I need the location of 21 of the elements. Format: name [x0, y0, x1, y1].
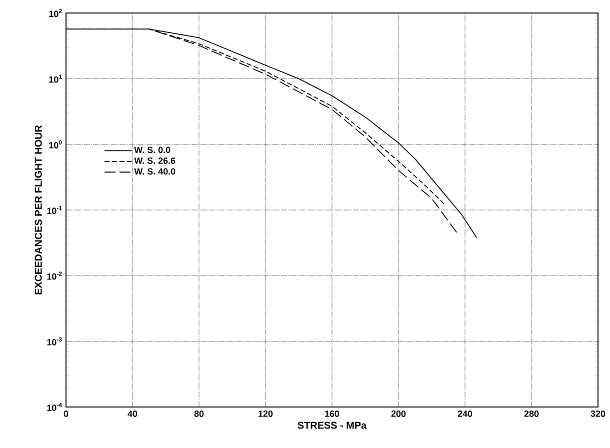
- y-tick-label: 10$^{1}$: [49, 74, 62, 83]
- x-tick-label: 80: [194, 410, 204, 417]
- x-tick-label: 0: [64, 410, 68, 417]
- y-tick-label: 10$^{-2}$: [47, 272, 62, 280]
- legend-label: W. S. 0.0: [134, 146, 170, 154]
- y-tick-label: 10$^{-3}$: [47, 337, 62, 346]
- x-tick-label: 40: [128, 410, 138, 417]
- y-axis-title: EXCEEDANCES PER FLIGHT HOUR: [34, 125, 42, 294]
- x-tick-label: 240: [458, 410, 472, 417]
- x-tick-label: 320: [590, 410, 606, 417]
- legend-label: W. S. 26.6: [134, 158, 176, 164]
- x-tick-label: 160: [325, 410, 340, 417]
- x-tick-label: 120: [258, 410, 273, 417]
- legend-label: W. S. 40.0: [134, 168, 176, 175]
- y-tick-label: 10$^{0}$: [49, 140, 62, 148]
- y-tick-label: 10$^{2}$: [49, 8, 62, 18]
- y-tick-label: 10$^{-1}$: [47, 206, 62, 214]
- x-axis-title: STRESS - MPa: [298, 422, 367, 429]
- y-tick-label: 10$^{-4}$: [47, 403, 62, 412]
- x-tick-label: 200: [391, 410, 406, 417]
- x-tick-label: 280: [524, 410, 539, 417]
